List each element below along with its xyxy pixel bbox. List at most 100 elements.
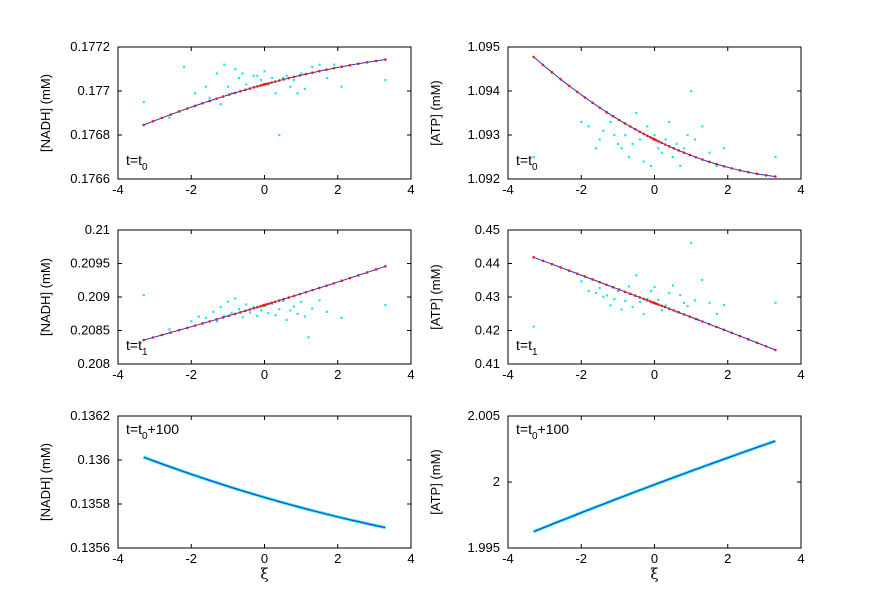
x-tick-label: -2 [575,182,587,197]
scatter-point [657,298,660,301]
scatter-point [580,280,583,283]
fit-point [591,101,594,105]
fit-point [221,95,225,98]
scatter-point [303,315,306,318]
fit-point [605,110,608,114]
x-tick-label: 4 [407,367,414,382]
scatter-point [679,293,682,297]
scatter-point [296,312,299,315]
scatter-point [325,76,328,79]
fit-point [201,101,204,105]
scatter-point [289,309,292,312]
time-annotation: t=t0 [126,152,148,173]
fit-point [185,326,189,330]
fit-point [317,69,321,73]
scatter-point [208,96,211,99]
fit-point [688,153,692,157]
scatter-point [274,314,277,317]
fit-point [267,81,270,85]
scatter-point [259,79,263,82]
fit-point [667,307,671,310]
fit-point [142,123,145,127]
y-tick-label: 0.1766 [70,171,110,186]
scatter-point [635,112,638,115]
subplot-1: -4 -2 0 2 4 0.1766 0.1768 0.177 0.1772 [NADH] (mM… [38,39,415,197]
scatter-point [142,293,145,297]
scatter-point [300,72,303,75]
fit-point [672,147,676,150]
scatter-point [708,151,711,154]
fit-point [707,322,711,326]
scatter-point [278,308,281,311]
scatter-point [715,312,718,315]
fit-point [567,84,571,88]
fit-point [325,284,328,287]
sample-curves [533,439,776,533]
y-tick-label: 0.209 [77,289,110,304]
y-tick-label: 2.005 [467,408,500,423]
scatter-point [230,312,233,315]
subplot-2: -4 -2 0 2 4 1.092 1.093 1.094 1.095 [ATP] (mM) t=t… [428,39,805,197]
scatter-point [245,303,248,306]
scatter-point [664,304,667,307]
fit-point [764,345,768,348]
y-axis-label: [NADH] (mM) [38,258,53,336]
scatter-point [226,85,230,88]
fit-point [532,256,535,259]
fit-point [259,305,262,308]
scatter-point [638,138,642,141]
scatter-point [774,156,777,159]
scatter-point [690,241,693,244]
scatter-point [715,164,718,167]
fit-point [550,71,554,74]
x-tick-label: 4 [797,551,804,566]
scatter-point [686,305,689,308]
y-tick-label: 1.093 [467,127,500,142]
scatter-point [620,308,623,311]
scatter-point [300,300,303,303]
fit-point [208,320,212,323]
scatter-point [668,291,671,295]
scatter-point [598,138,601,141]
scatter-point [609,120,612,123]
fit-point [575,272,579,275]
x-tick-label: 0 [261,182,268,197]
x-axis-label: ξ [650,565,658,583]
scatter-point [270,76,274,79]
time-annotation: t=t1 [126,337,148,358]
fit-point [248,87,252,90]
y-tick-label: 0.1356 [70,540,110,555]
subplot-3: -4 -2 0 2 4 0.208 0.2085 0.209 0.2095 0.21 [NADH] … [38,222,415,382]
time-annotation-subscript: 1 [142,347,148,358]
scatter-point [384,79,387,82]
scatter-point [245,83,248,86]
time-annotation: t=t0+100 [516,421,569,442]
scatter-point [664,138,667,141]
scatter-point [624,134,627,137]
fit-point [738,169,742,172]
fit-point [332,281,336,285]
fit-point [298,292,302,296]
time-annotation: t=t0+100 [126,421,179,442]
fit-point [591,278,594,281]
time-annotation-subscript: 1 [532,347,538,358]
scatter-point [333,63,336,66]
scatter-point [580,120,583,123]
fit-point [657,303,660,306]
scatter-point [602,129,605,132]
fit-point [694,317,698,321]
fit-point [311,288,314,292]
x-tick-label: -2 [185,551,197,566]
fit-point [575,90,579,94]
fit-point [193,324,197,327]
fit-point [248,308,252,311]
scatter-point [627,285,631,288]
fit-point [256,85,259,88]
scatter-point [671,156,675,159]
x-tick-label: 2 [724,551,731,566]
scatter-point [602,295,605,298]
fit-point [233,312,237,316]
fit-point [317,286,321,290]
fit-point [215,97,218,100]
fit-point [215,318,218,321]
